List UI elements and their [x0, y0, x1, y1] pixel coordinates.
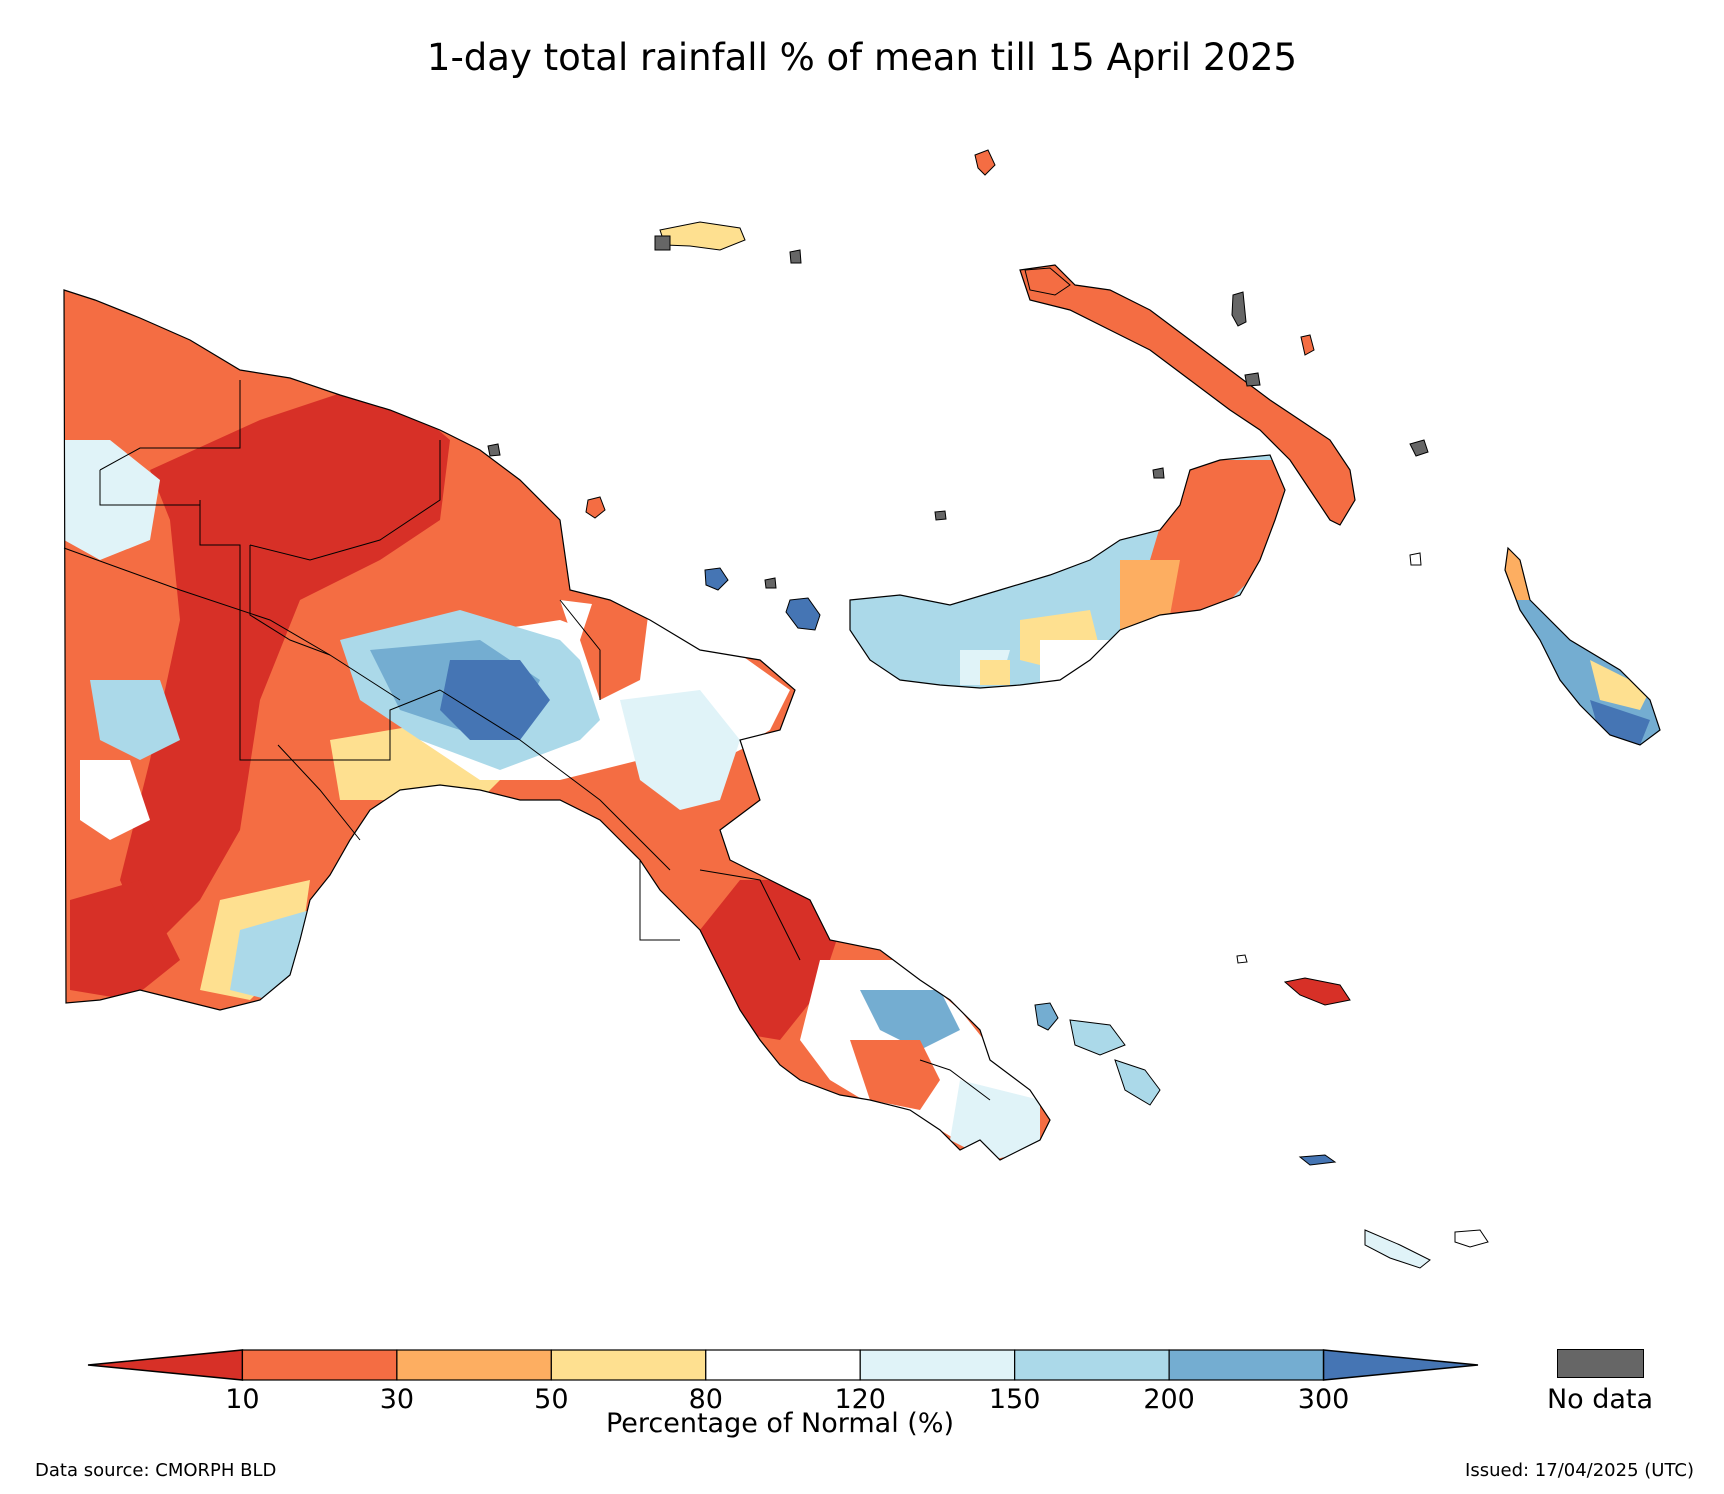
colorbar-tick-label: 30 [379, 1384, 415, 1415]
field-lightblue-west [64, 440, 160, 560]
colorbar-segment [550, 1349, 707, 1381]
no-data-swatch [1557, 1349, 1644, 1378]
island-manus [659, 221, 746, 251]
field-blue-tail [860, 990, 960, 1050]
bougainville [1505, 548, 1660, 745]
island-woodlark [1283, 977, 1351, 1006]
province-borders [63, 380, 991, 1101]
island-lihir [1300, 334, 1315, 356]
island-dot-1 [487, 443, 501, 457]
island-new-hanover [1024, 267, 1071, 296]
island-dot-3 [764, 577, 777, 589]
island-normanby [1114, 1059, 1161, 1106]
new-ireland-coast [1019, 264, 1356, 526]
island-mussau [974, 149, 996, 176]
island-dot-2 [934, 510, 947, 521]
colorbar-extend-high [1322, 1349, 1479, 1381]
island-long [704, 567, 729, 591]
bougainville-coast [1504, 546, 1661, 746]
colorbar [87, 1349, 1479, 1381]
colorbar-segment [859, 1349, 1016, 1381]
island-feni [1409, 439, 1429, 457]
mainland [64, 290, 1050, 1160]
island-karkar [585, 496, 606, 519]
colorbar-tick-label: 10 [225, 1384, 260, 1415]
island-dot-4 [1152, 467, 1165, 479]
island-dot-5 [789, 249, 802, 264]
field-lightblue-west2 [90, 680, 180, 760]
issued-date: Issued: 17/04/2025 (UTC) [1465, 1460, 1694, 1481]
colorbar-segment [705, 1349, 861, 1381]
field-lightblue-east [620, 690, 740, 810]
colorbar-segment [241, 1349, 398, 1381]
island-rossel [1454, 1229, 1489, 1248]
colorbar-tick-label: 120 [834, 1384, 886, 1415]
colorbar-extend-low [87, 1349, 244, 1381]
field-red-west [120, 380, 450, 950]
colorbar-tick-label: 80 [688, 1384, 723, 1415]
field-white-west3 [80, 760, 150, 840]
colorbar-tick-label: 200 [1143, 1384, 1195, 1415]
data-source: Data source: CMORPH BLD [35, 1460, 277, 1481]
colorbar-title: Percentage of Normal (%) [605, 1408, 955, 1439]
field-orange-tail [850, 1040, 940, 1110]
island-goodenough [1034, 1002, 1059, 1031]
mainland-coast [63, 289, 1051, 1161]
colorbar-segment [1168, 1349, 1325, 1381]
island-trobriand [1236, 954, 1248, 964]
island-nissan [1409, 552, 1422, 566]
island-misima [1298, 1154, 1337, 1166]
new-britain-coast [849, 454, 1286, 689]
colorbar-tick-label: 50 [534, 1384, 569, 1415]
island-manus-west [654, 235, 671, 251]
map-title: 1-day total rainfall % of mean till 15 A… [426, 36, 1298, 79]
island-umboi [785, 597, 821, 631]
island-fergusson [1069, 1019, 1126, 1056]
colorbar-tick-label: 150 [988, 1384, 1041, 1415]
field-darkblue-central [440, 660, 550, 740]
colorbar-tick-label: 300 [1297, 1384, 1350, 1415]
colorbar-segment [396, 1349, 552, 1381]
new-britain [850, 455, 1285, 688]
colorbar-segment [1014, 1349, 1170, 1381]
no-data-label: No data [1546, 1384, 1654, 1415]
field-lightblue-tail [950, 1080, 1040, 1160]
island-nukumanu [1244, 372, 1261, 387]
island-tabar [1231, 291, 1247, 327]
field-red-sw [70, 880, 180, 1000]
island-sudest [1364, 1229, 1431, 1269]
small-islands [487, 149, 1489, 1269]
